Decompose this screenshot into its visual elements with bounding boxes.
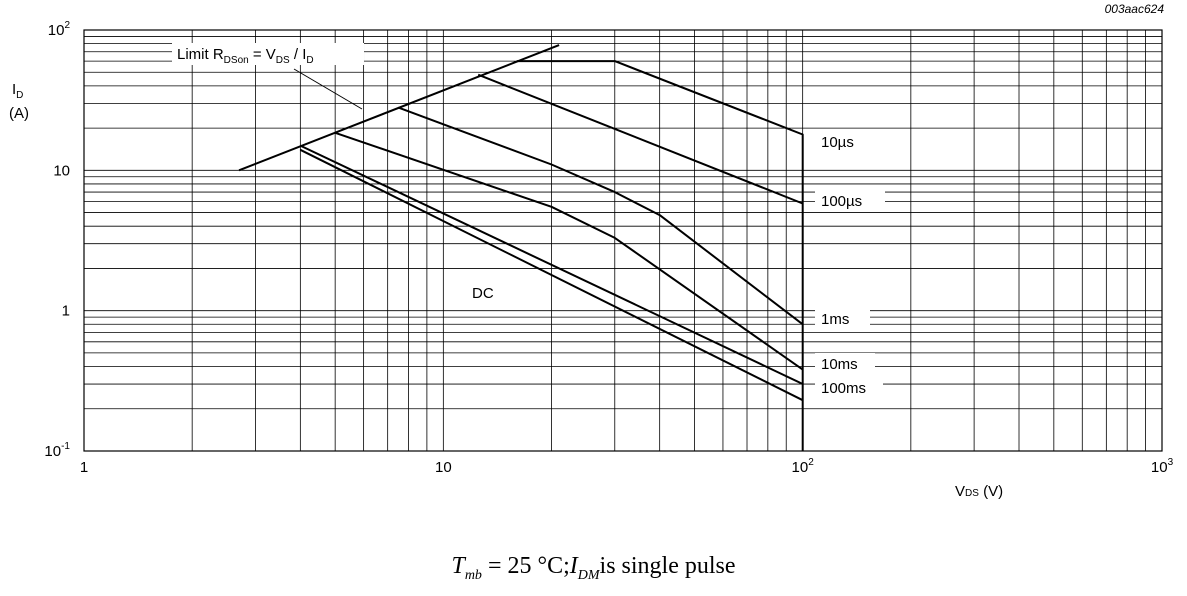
series-line-100s <box>477 73 804 205</box>
x-tick-label: 102 <box>792 457 815 476</box>
x-tick-label: 10 <box>435 459 452 476</box>
curves <box>238 44 804 451</box>
caption-i-sub: DM <box>577 567 600 583</box>
label-100us: 100µs <box>821 193 862 210</box>
x-tick-label: 1 <box>80 459 88 476</box>
label-1ms: 1ms <box>821 311 849 328</box>
xlabel-sub: DS <box>965 488 979 499</box>
caption-condition: = 25 °C; <box>481 553 570 579</box>
figure-id: 003aac624 <box>1105 2 1165 16</box>
series-labels: 10µs 100µs 1ms 10ms 100ms DC <box>472 130 885 399</box>
limit-annotation: Limit RDSon = VDS / ID <box>172 43 364 110</box>
ylabel-unit: (A) <box>9 105 29 122</box>
caption-t: T <box>451 553 465 579</box>
y-axis-label: ID (A) <box>4 74 44 122</box>
tick-labels: 1 10 102 103 10-1 1 10 102 <box>44 20 1173 476</box>
caption: Tmb = 25 °C;IDMis single pulse <box>0 553 1187 584</box>
grid-lines <box>84 30 1162 451</box>
x-axis-label: VDS (V) <box>950 478 1022 502</box>
ylabel-sub: D <box>16 90 23 101</box>
y-tick-label: 102 <box>48 20 71 39</box>
x-tick-label: 103 <box>1151 457 1174 476</box>
caption-i: I <box>569 553 578 579</box>
svg-text:ID: ID <box>12 81 23 101</box>
y-tick-label: 10 <box>53 162 70 179</box>
y-tick-label: 10-1 <box>44 441 70 460</box>
series-line-1ms <box>398 106 804 326</box>
soa-chart: 1 10 102 103 10-1 1 10 102 003aac624 ID (A) VDS… <box>4 2 1174 502</box>
svg-text:Limit RDSon = VDS / ID: Limit RDSon = VDS / ID <box>177 46 314 66</box>
caption-note: is single pulse <box>599 553 736 579</box>
label-dc: DC <box>472 285 494 302</box>
series-line-10s <box>516 60 804 451</box>
label-10ms: 10ms <box>821 356 858 373</box>
label-10us: 10µs <box>821 134 854 151</box>
label-100ms: 100ms <box>821 380 866 397</box>
svg-text:VDS (V): VDS (V) <box>955 483 1003 500</box>
caption-t-sub: mb <box>464 567 482 583</box>
series-line-dc <box>299 148 804 402</box>
xlabel-main: V <box>955 483 965 500</box>
series-line-100ms <box>299 144 804 385</box>
series-line-10ms <box>334 131 804 371</box>
plot-frame <box>83 29 1163 452</box>
ylabel-main: I <box>12 81 16 98</box>
y-tick-label: 1 <box>62 303 70 320</box>
xlabel-unit: (V) <box>979 483 1003 500</box>
